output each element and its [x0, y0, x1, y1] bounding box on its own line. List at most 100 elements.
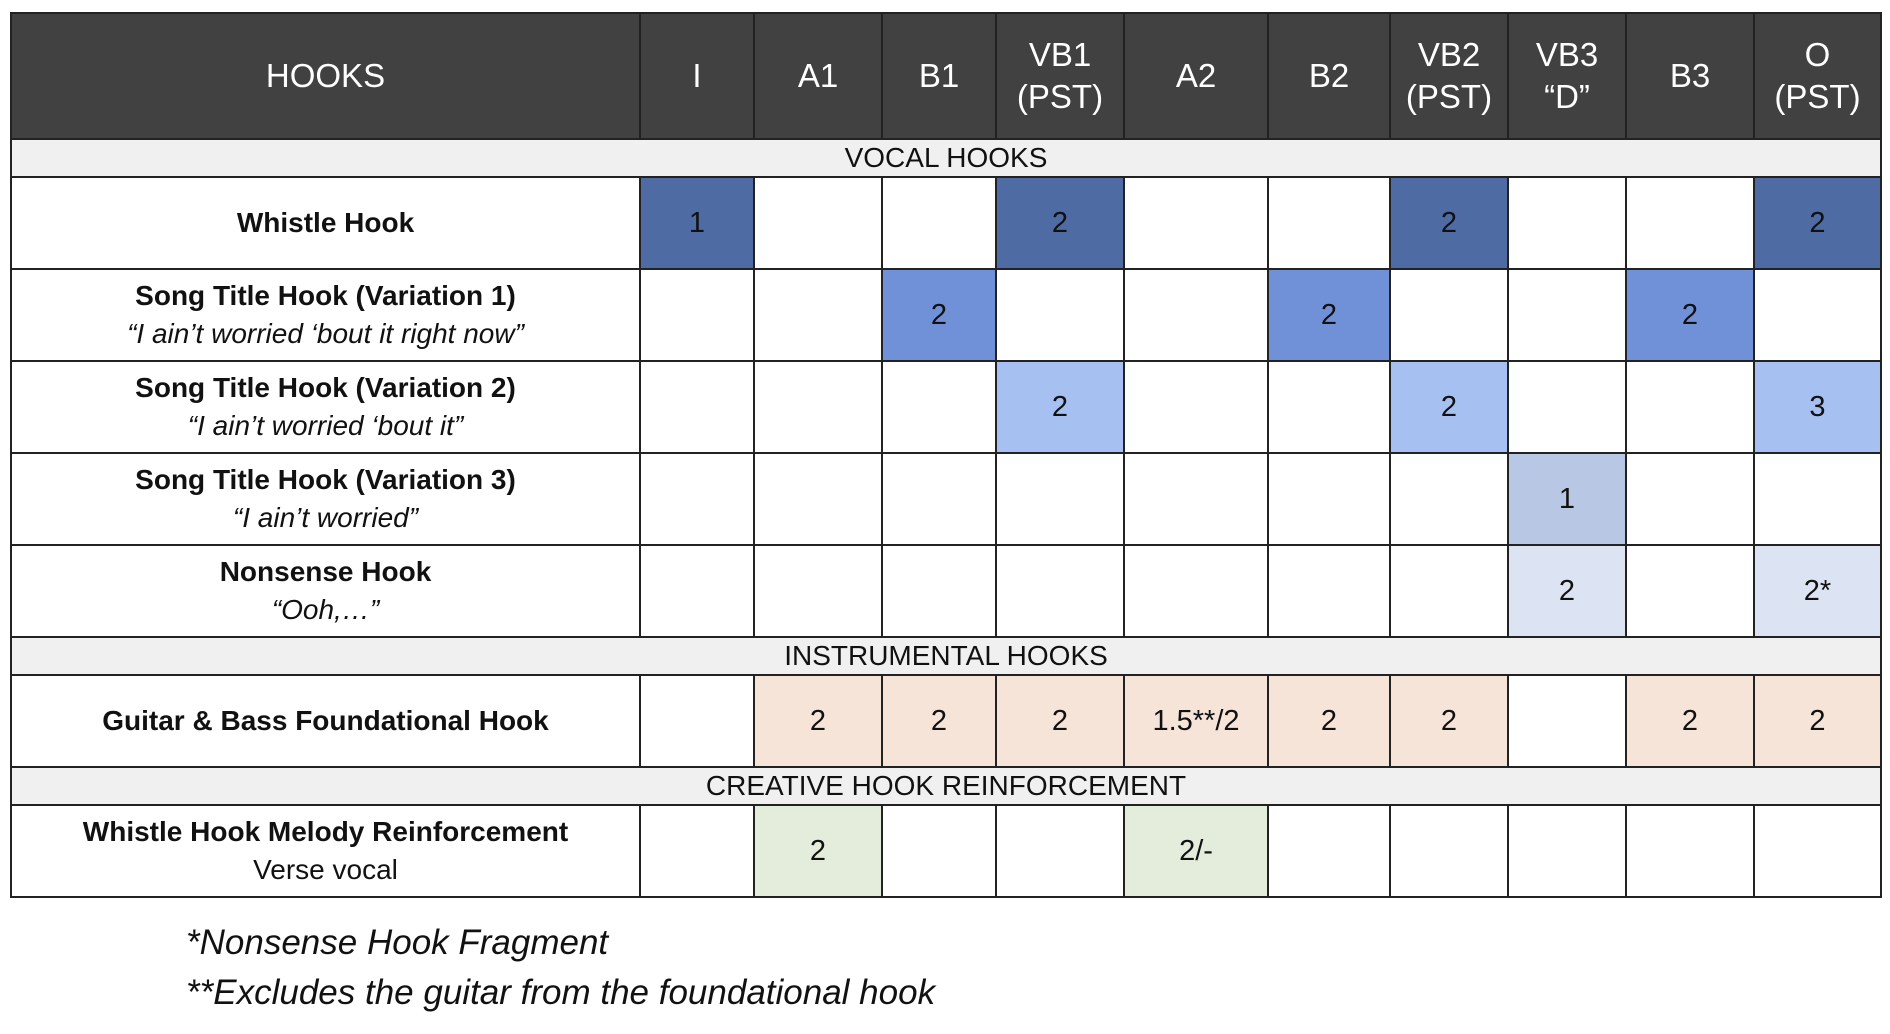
hook-count-cell: 2 [753, 804, 883, 898]
table-body: VOCAL HOOKS Whistle Hook 1 2 2 2 Song Title Ho… [10, 138, 1882, 898]
section-title: INSTRUMENTAL HOOKS [10, 636, 1882, 676]
hook-count-cell: 2 [1389, 674, 1509, 768]
hook-count-cell [1625, 804, 1755, 898]
hook-count-cell [753, 176, 883, 270]
hook-count-cell [1267, 804, 1391, 898]
hook-count-cell: 2 [753, 674, 883, 768]
column-header: O (PST) [1753, 12, 1882, 140]
hook-count-cell [1389, 544, 1509, 638]
table-row: Whistle Hook 1 2 2 2 [10, 176, 1882, 270]
hook-count-cell [995, 452, 1125, 546]
hook-name-cell: Guitar & Bass Foundational Hook [10, 674, 641, 768]
hook-count-cell [1389, 804, 1509, 898]
hook-count-cell: 2* [1753, 544, 1882, 638]
table-row: Song Title Hook (Variation 1) “I ain’t wo… [10, 268, 1882, 362]
hook-count-cell [995, 268, 1125, 362]
hook-title: Guitar & Bass Foundational Hook [102, 705, 549, 736]
column-header: VB1 (PST) [995, 12, 1125, 140]
hook-count-cell: 2 [1625, 674, 1755, 768]
hook-count-cell [881, 804, 997, 898]
column-header: VB2 (PST) [1389, 12, 1509, 140]
hook-count-cell [1267, 544, 1391, 638]
hook-count-cell [1753, 452, 1882, 546]
hook-count-cell: 2 [995, 176, 1125, 270]
hook-count-cell [881, 452, 997, 546]
hook-subtitle: “I ain’t worried ‘bout it” [187, 410, 464, 441]
section-title: CREATIVE HOOK REINFORCEMENT [10, 766, 1882, 806]
hook-count-cell [1267, 452, 1391, 546]
footnotes: *Nonsense Hook Fragment **Excludes the g… [186, 918, 935, 1018]
hook-count-cell [1123, 360, 1269, 454]
table-row: Song Title Hook (Variation 3) “I ain’t wo… [10, 452, 1882, 546]
section-title: VOCAL HOOKS [10, 138, 1882, 178]
section-row: VOCAL HOOKS [10, 138, 1882, 178]
hook-name-cell: Song Title Hook (Variation 1) “I ain’t wo… [10, 268, 641, 362]
hook-count-cell [1753, 268, 1882, 362]
hook-count-cell [753, 268, 883, 362]
hook-count-cell [1625, 544, 1755, 638]
table-row: Whistle Hook Melody Reinforcement Verse v… [10, 804, 1882, 898]
column-header: B1 [881, 12, 997, 140]
hook-count-cell [1625, 176, 1755, 270]
hook-count-cell [1267, 176, 1391, 270]
hook-title: Song Title Hook (Variation 3) [135, 464, 516, 495]
table-header: HOOKS I A1 B1 VB1 (PST) A2 B2 VB2 (PST) VB3 “D”… [10, 12, 1882, 140]
hook-count-cell [881, 544, 997, 638]
header-row: HOOKS I A1 B1 VB1 (PST) A2 B2 VB2 (PST) VB3 “D”… [10, 12, 1882, 140]
hook-count-cell [753, 360, 883, 454]
hook-subtitle: “Ooh,…” [271, 594, 380, 625]
hook-count-cell [639, 804, 755, 898]
section-row: CREATIVE HOOK REINFORCEMENT [10, 766, 1882, 806]
hook-count-cell [1507, 674, 1627, 768]
hook-name-cell: Song Title Hook (Variation 2) “I ain’t wo… [10, 360, 641, 454]
hook-count-cell: 3 [1753, 360, 1882, 454]
column-header: B3 [1625, 12, 1755, 140]
hook-title: Song Title Hook (Variation 1) [135, 280, 516, 311]
hook-count-cell [1389, 452, 1509, 546]
header-hooks-label: HOOKS [10, 12, 641, 140]
hook-count-cell [1625, 360, 1755, 454]
footnote-excludes-guitar: **Excludes the guitar from the foundatio… [186, 973, 936, 1012]
column-header: I [639, 12, 755, 140]
hook-count-cell [1123, 544, 1269, 638]
hook-count-cell [1123, 268, 1269, 362]
table-row: Song Title Hook (Variation 2) “I ain’t wo… [10, 360, 1882, 454]
hook-count-cell: 2 [1625, 268, 1755, 362]
table-row: Nonsense Hook “Ooh,…” 2 2* [10, 544, 1882, 638]
hook-title: Whistle Hook [236, 207, 415, 238]
column-header: B2 [1267, 12, 1391, 140]
hook-count-cell [995, 804, 1125, 898]
hook-count-cell [753, 544, 883, 638]
hook-count-cell [995, 544, 1125, 638]
hook-count-cell [639, 360, 755, 454]
hook-count-cell [1753, 804, 1882, 898]
hook-count-cell: 2 [1753, 674, 1882, 768]
hook-count-cell: 2 [1507, 544, 1627, 638]
hook-count-cell [639, 452, 755, 546]
hook-title: Song Title Hook (Variation 2) [135, 372, 516, 403]
footnote-nonsense-fragment: *Nonsense Hook Fragment [186, 923, 609, 962]
hook-count-cell [639, 268, 755, 362]
hook-count-cell: 2 [881, 268, 997, 362]
hook-count-cell: 2 [1753, 176, 1882, 270]
hook-count-cell: 1 [639, 176, 755, 270]
hook-count-cell [1625, 452, 1755, 546]
section-row: INSTRUMENTAL HOOKS [10, 636, 1882, 676]
table-row: Guitar & Bass Foundational Hook 2 2 2 1.5**/… [10, 674, 1882, 768]
hook-count-cell [881, 360, 997, 454]
hook-count-cell [753, 452, 883, 546]
hook-count-cell: 2 [1389, 176, 1509, 270]
hook-count-cell [639, 544, 755, 638]
hook-name-cell: Whistle Hook Melody Reinforcement Verse v… [10, 804, 641, 898]
hook-count-cell [1123, 176, 1269, 270]
hook-title: Nonsense Hook [219, 556, 432, 587]
hook-count-cell: 2 [1267, 268, 1391, 362]
hook-count-cell: 2 [995, 674, 1125, 768]
hook-count-cell: 1 [1507, 452, 1627, 546]
hook-name-cell: Whistle Hook [10, 176, 641, 270]
hook-count-cell [639, 674, 755, 768]
hook-count-cell [1507, 360, 1627, 454]
hook-count-cell [1123, 452, 1269, 546]
hook-count-cell [1507, 268, 1627, 362]
hook-count-cell: 1.5**/2 [1123, 674, 1269, 768]
